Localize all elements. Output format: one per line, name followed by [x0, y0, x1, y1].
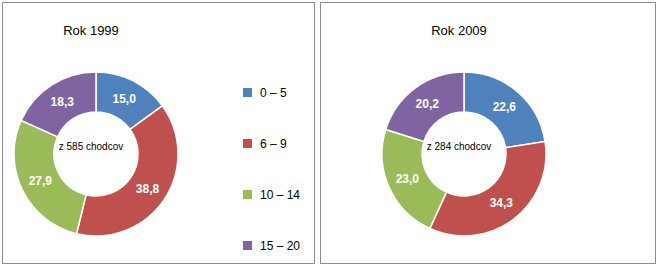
svg-text:18,3: 18,3	[51, 95, 75, 109]
svg-text:15,0: 15,0	[112, 92, 136, 106]
svg-text:20,2: 20,2	[416, 97, 440, 111]
html-text:6 – 9: 6 – 9	[260, 136, 287, 151]
svg-text:27,9: 27,9	[29, 174, 53, 188]
html-text:Rok 1999: Rok 1999	[63, 23, 119, 38]
html-text:Rok 2009: Rok 2009	[431, 23, 487, 38]
html-text:10 – 14: 10 – 14	[260, 187, 300, 202]
html-text:z 585 chodcov: z 585 chodcov	[58, 141, 124, 152]
svg-text:23,0: 23,0	[396, 172, 420, 186]
svg-text:34,3: 34,3	[490, 196, 514, 210]
html-text:z 284 chodcov: z 284 chodcov	[426, 141, 492, 152]
svg-text:38,8: 38,8	[136, 182, 160, 196]
html-text:15 – 20: 15 – 20	[260, 238, 300, 253]
html-text:0 – 5: 0 – 5	[260, 85, 287, 100]
svg-text:22,6: 22,6	[493, 100, 517, 114]
